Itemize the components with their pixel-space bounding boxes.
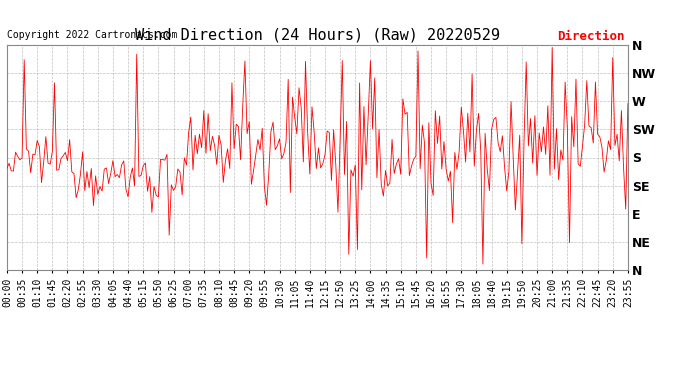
Text: Direction: Direction	[558, 30, 625, 43]
Text: Copyright 2022 Cartronics.com: Copyright 2022 Cartronics.com	[7, 30, 177, 40]
Title: Wind Direction (24 Hours) (Raw) 20220529: Wind Direction (24 Hours) (Raw) 20220529	[135, 27, 500, 42]
